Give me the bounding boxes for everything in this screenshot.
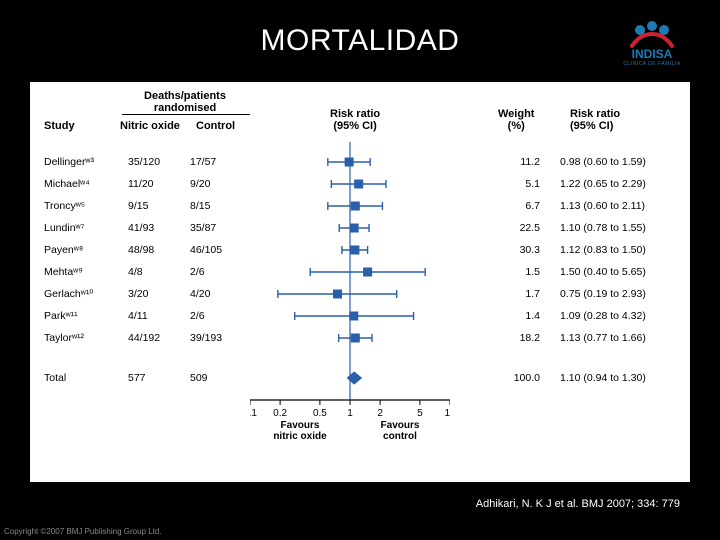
study-no: 44/192: [128, 332, 160, 344]
total-rr: 1.10 (0.94 to 1.30): [560, 372, 646, 384]
study-rr: 1.22 (0.65 to 2.29): [560, 178, 646, 190]
study-ctrl: 35/87: [190, 222, 216, 234]
hdr-study: Study: [44, 120, 75, 132]
hdr-ctrl: Control: [196, 120, 235, 132]
study-name: Mehtaʷ⁹: [44, 266, 83, 278]
study-rr: 1.09 (0.28 to 4.32): [560, 310, 646, 322]
study-rr: 1.10 (0.78 to 1.55): [560, 222, 646, 234]
study-name: Gerlachʷ¹⁰: [44, 288, 94, 300]
hdr-deaths: Deaths/patients randomised: [130, 90, 240, 114]
study-rr: 1.13 (0.60 to 2.11): [560, 200, 645, 212]
copyright: Copyright ©2007 BMJ Publishing Group Ltd…: [4, 527, 162, 536]
study-rr: 1.50 (0.40 to 5.65): [560, 266, 646, 278]
svg-text:0.2: 0.2: [273, 408, 287, 418]
svg-text:2: 2: [377, 408, 383, 418]
hdr-rule: [122, 114, 250, 115]
study-ctrl: 39/193: [190, 332, 222, 344]
study-rr: 0.75 (0.19 to 2.93): [560, 288, 646, 300]
svg-text:1: 1: [347, 408, 353, 418]
study-name: Dellingerʷ³: [44, 156, 94, 168]
svg-text:0.5: 0.5: [313, 408, 327, 418]
study-weight: 6.7: [500, 200, 540, 212]
study-name: Lundinʷ⁷: [44, 222, 84, 234]
citation: Adhikari, N. K J et al. BMJ 2007; 334: 7…: [476, 498, 680, 510]
logo-tagline: CLINICA DE FAMILIA: [623, 61, 681, 66]
study-no: 41/93: [128, 222, 154, 234]
hdr-rr2: Risk ratio (95% CI): [570, 108, 620, 132]
total-no: 577: [128, 372, 146, 384]
study-no: 11/20: [128, 178, 154, 190]
study-no: 9/15: [128, 200, 148, 212]
study-no: 48/98: [128, 244, 154, 256]
svg-text:5: 5: [417, 408, 423, 418]
study-ctrl: 2/6: [190, 310, 205, 322]
favours-left: Favours nitric oxide: [250, 420, 350, 442]
study-weight: 30.3: [500, 244, 540, 256]
study-no: 4/8: [128, 266, 143, 278]
study-rr: 1.13 (0.77 to 1.66): [560, 332, 646, 344]
study-name: Payenʷ⁸: [44, 244, 83, 256]
study-no: 35/120: [128, 156, 160, 168]
study-no: 3/20: [128, 288, 148, 300]
hdr-rr: Risk ratio (95% CI): [330, 108, 380, 132]
forest-plot-figure: Study Deaths/patients randomised Nitric …: [30, 82, 690, 482]
study-rr: 0.98 (0.60 to 1.59): [560, 156, 646, 168]
study-ctrl: 4/20: [190, 288, 210, 300]
slide-root: INDISA CLINICA DE FAMILIA MORTALIDAD Stu…: [0, 0, 720, 540]
svg-text:10: 10: [444, 408, 450, 418]
study-weight: 1.7: [500, 288, 540, 300]
study-weight: 5.1: [500, 178, 540, 190]
hdr-no: Nitric oxide: [120, 120, 180, 132]
total-label: Total: [44, 372, 66, 384]
study-name: Troncyʷ⁵: [44, 200, 85, 212]
study-ctrl: 17/57: [190, 156, 216, 168]
svg-text:0.1: 0.1: [250, 408, 257, 418]
study-ctrl: 8/15: [190, 200, 210, 212]
total-weight: 100.0: [500, 372, 540, 384]
study-weight: 11.2: [500, 156, 540, 168]
slide-title: MORTALIDAD: [0, 24, 720, 58]
study-ctrl: 9/20: [190, 178, 210, 190]
study-weight: 1.5: [500, 266, 540, 278]
favours-right: Favours control: [350, 420, 450, 442]
study-name: Michaelʷ⁴: [44, 178, 90, 190]
study-name: Parkʷ¹¹: [44, 310, 78, 322]
study-no: 4/11: [128, 310, 148, 322]
hdr-weight: Weight (%): [498, 108, 534, 132]
study-rr: 1.12 (0.83 to 1.50): [560, 244, 646, 256]
study-weight: 22.5: [500, 222, 540, 234]
study-name: Taylorʷ¹²: [44, 332, 84, 344]
total-ctrl: 509: [190, 372, 208, 384]
study-ctrl: 2/6: [190, 266, 205, 278]
study-ctrl: 46/105: [190, 244, 222, 256]
forest-plot-svg: 0.1 0.2 0.5 1 2 5 10: [250, 142, 450, 418]
study-weight: 18.2: [500, 332, 540, 344]
study-weight: 1.4: [500, 310, 540, 322]
